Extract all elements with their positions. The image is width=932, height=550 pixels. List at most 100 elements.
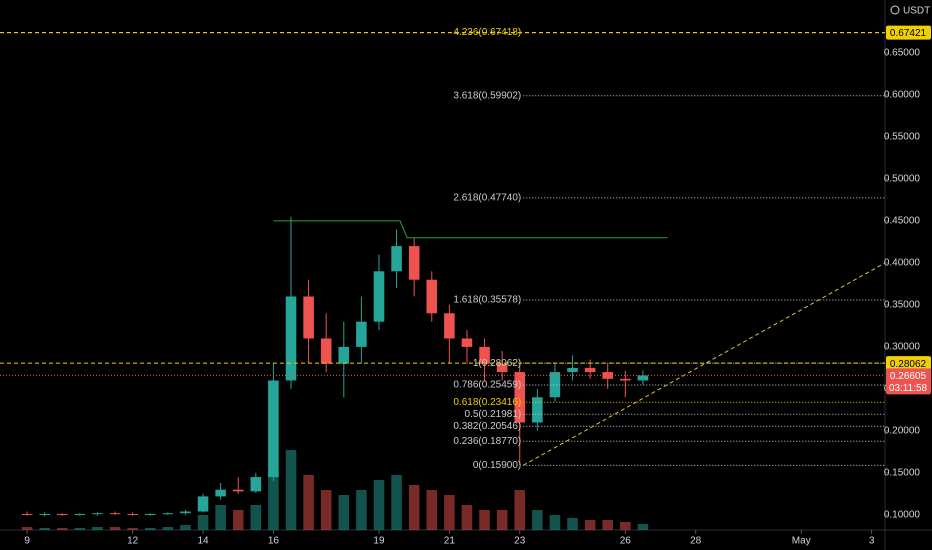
candle-body xyxy=(74,514,86,516)
x-tick-label: 12 xyxy=(127,536,139,547)
volume-bar xyxy=(567,518,578,530)
y-tick-label: 0.20000 xyxy=(884,426,921,437)
y-tick-label: 0.15000 xyxy=(884,468,921,479)
volume-bar xyxy=(602,520,613,530)
candle-body xyxy=(637,375,649,381)
volume-bar xyxy=(232,510,244,530)
candle-body xyxy=(180,511,191,514)
x-tick-label: 26 xyxy=(620,536,632,547)
volume-bar xyxy=(426,490,438,530)
volume-bar xyxy=(356,490,367,530)
volume-bar xyxy=(620,522,631,530)
fib-label: 0.236(0.18770) xyxy=(453,436,521,447)
volume-bar xyxy=(584,520,596,530)
candle-body xyxy=(584,367,596,373)
last-price-label: 0.26605 xyxy=(890,371,927,382)
candle-body xyxy=(391,246,402,272)
volume-bar xyxy=(127,528,138,530)
candle-body xyxy=(109,513,121,515)
x-tick-label: 28 xyxy=(690,536,702,547)
candle-body xyxy=(373,271,385,322)
candle-body xyxy=(285,296,297,381)
volume-bar xyxy=(373,480,385,530)
volume-bar xyxy=(408,485,420,530)
volume-bar xyxy=(109,527,121,530)
fib-label: 2.618(0.47740) xyxy=(453,193,521,204)
candle-body xyxy=(479,346,490,364)
y-tick-label: 0.55000 xyxy=(884,132,921,143)
volume-bar xyxy=(180,525,191,530)
fib-label: 0.382(0.20546) xyxy=(453,421,521,432)
candle-body xyxy=(162,513,174,515)
x-tick-label: 16 xyxy=(268,536,280,547)
volume-bar xyxy=(197,515,209,530)
volume-bar xyxy=(303,475,314,530)
price-tag-label: 0.28062 xyxy=(890,359,927,370)
volume-bar xyxy=(479,510,490,530)
volume-bar xyxy=(57,528,68,530)
trend-line xyxy=(523,262,886,466)
volume-bar xyxy=(215,505,226,530)
candle-body xyxy=(356,321,367,347)
volume-bar xyxy=(39,528,50,530)
fib-label: 0.618(0.23416) xyxy=(453,397,521,408)
candle-body xyxy=(197,496,209,512)
candle-body xyxy=(602,372,613,379)
fib-label: 4.236(0.67418) xyxy=(453,27,521,38)
countdown-label: 03:11:58 xyxy=(889,383,928,394)
price-tag-label: 0.67421 xyxy=(890,28,927,39)
y-tick-label: 0.35000 xyxy=(884,300,921,311)
y-tick-label: 0.45000 xyxy=(884,216,921,227)
candle-body xyxy=(514,372,526,423)
volume-bar xyxy=(162,527,174,530)
candle-body xyxy=(268,380,279,478)
volume-bar xyxy=(320,490,332,530)
x-tick-label: 3 xyxy=(869,536,875,547)
x-tick-label: May xyxy=(792,536,811,547)
volume-bar xyxy=(92,527,103,530)
candle-body xyxy=(408,246,420,280)
volume-bar xyxy=(285,450,297,530)
fib-label: 0.786(0.25459) xyxy=(453,380,521,391)
candle-body xyxy=(57,514,68,516)
price-tag xyxy=(886,356,931,371)
x-tick-label: 21 xyxy=(444,536,456,547)
candle-body xyxy=(127,514,138,516)
volume-bar xyxy=(74,528,86,530)
currency-label: USDT xyxy=(903,6,930,17)
volume-bar xyxy=(21,527,33,530)
x-tick-label: 14 xyxy=(197,536,209,547)
volume-bar xyxy=(338,495,350,530)
y-tick-label: 0.50000 xyxy=(884,174,921,185)
candle-body xyxy=(426,279,438,314)
fib-label: 0.5(0.21981) xyxy=(465,409,522,420)
candle-body xyxy=(92,513,103,515)
candle-body xyxy=(461,338,473,347)
fib-label: 0(0.15900) xyxy=(473,460,521,471)
volume-bar xyxy=(444,495,455,530)
candle-body xyxy=(232,489,244,492)
y-tick-label: 0.10000 xyxy=(884,510,921,521)
candle-body xyxy=(549,372,561,398)
volume-bar xyxy=(549,515,561,530)
candle-body xyxy=(144,514,156,516)
candle-body xyxy=(303,296,314,339)
currency-icon xyxy=(890,5,900,15)
candle-body xyxy=(532,397,543,423)
volume-bar xyxy=(268,470,279,530)
x-tick-label: 23 xyxy=(514,536,526,547)
y-tick-label: 0.30000 xyxy=(884,342,921,353)
x-tick-label: 9 xyxy=(24,536,30,547)
fib-label: 3.618(0.59902) xyxy=(453,90,521,101)
candle-body xyxy=(620,378,631,381)
candle-body xyxy=(338,346,350,364)
candle-body xyxy=(444,313,455,339)
volume-bar xyxy=(461,505,473,530)
volume-bar xyxy=(514,490,526,530)
y-tick-label: 0.40000 xyxy=(884,258,921,269)
last-price-tag xyxy=(886,368,931,395)
candle-body xyxy=(496,363,508,373)
x-tick-label: 19 xyxy=(373,536,385,547)
